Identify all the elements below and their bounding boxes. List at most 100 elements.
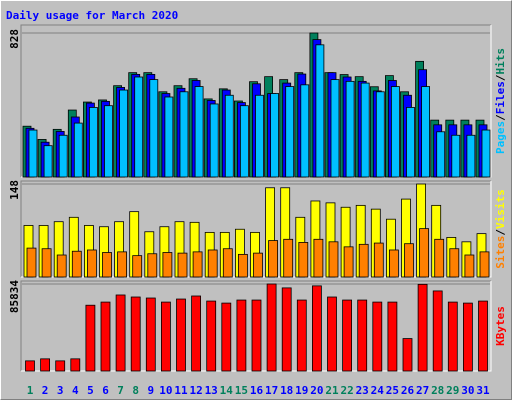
chart-title: Daily usage for March 2020 — [6, 9, 178, 22]
x-tick-label: 18 — [280, 384, 293, 397]
legend-separator: / — [494, 74, 507, 81]
bar — [298, 242, 309, 278]
x-tick-label: 17 — [265, 384, 278, 397]
x-tick-label: 5 — [87, 384, 94, 397]
bar — [419, 228, 430, 278]
bar — [119, 89, 128, 178]
bar — [71, 250, 82, 278]
bar — [285, 86, 295, 178]
bar — [179, 91, 189, 178]
x-tick-label: 10 — [159, 384, 172, 397]
bar — [115, 294, 126, 372]
bar — [464, 254, 475, 278]
bar — [478, 300, 488, 372]
x-tick-label: 24 — [371, 384, 385, 397]
x-tick-label: 20 — [310, 384, 323, 397]
bar — [70, 358, 81, 372]
bar — [134, 76, 144, 178]
bar — [402, 338, 413, 372]
bar — [451, 134, 461, 178]
y-tick-label: 85834 — [8, 280, 21, 313]
bar — [255, 94, 264, 178]
bar — [447, 301, 458, 372]
x-tick-label: 12 — [189, 384, 202, 397]
bar — [327, 296, 337, 372]
bar — [100, 301, 111, 372]
bar — [421, 86, 431, 178]
bar — [481, 129, 491, 178]
x-tick-label: 9 — [147, 384, 154, 397]
bar — [315, 44, 325, 178]
x-tick-label: 16 — [250, 384, 264, 397]
bar — [449, 248, 460, 278]
bar — [436, 131, 446, 178]
bar — [162, 252, 173, 278]
bar — [43, 145, 53, 178]
bar — [164, 96, 174, 178]
x-tick-label: 7 — [117, 384, 124, 397]
bar — [251, 299, 262, 372]
legend-separator: / — [494, 229, 507, 236]
bar — [417, 283, 428, 372]
bar — [41, 248, 52, 278]
bar — [372, 301, 383, 372]
x-tick-label: 26 — [401, 384, 415, 397]
bar — [191, 295, 202, 372]
bar — [236, 299, 247, 372]
bar — [132, 255, 143, 278]
x-tick-label: 11 — [174, 384, 188, 397]
bar — [434, 238, 445, 278]
bar — [117, 251, 127, 278]
bar — [239, 105, 249, 178]
bar — [149, 79, 159, 178]
bar — [104, 105, 113, 178]
bar — [360, 82, 370, 178]
legend-entry: Visits — [494, 189, 507, 229]
bar — [194, 86, 204, 178]
legend-entry: Hits — [494, 48, 507, 75]
bar — [311, 285, 322, 372]
x-tick-label: 29 — [446, 384, 459, 397]
bar — [85, 304, 96, 372]
bar — [221, 302, 232, 372]
bar — [296, 299, 307, 372]
bar — [192, 251, 203, 278]
bar — [145, 297, 156, 372]
bar — [89, 107, 98, 178]
legend-separator: / — [494, 114, 507, 121]
bar — [56, 254, 67, 278]
x-tick-label: 21 — [325, 384, 339, 397]
bar — [176, 298, 186, 372]
bar — [404, 243, 414, 278]
bar — [26, 247, 37, 278]
legend-entry: Sites — [494, 236, 507, 269]
x-tick-label: 19 — [295, 384, 308, 397]
legend: Pages/Files/Hits — [494, 48, 507, 154]
legend: Sites/Visits — [494, 189, 507, 269]
bar — [207, 249, 218, 278]
bar — [281, 287, 292, 372]
panel-border — [20, 280, 491, 371]
x-tick-label: 31 — [476, 384, 490, 397]
bar — [342, 299, 353, 372]
bar — [313, 238, 324, 278]
bar — [270, 93, 280, 178]
bar — [130, 296, 141, 372]
bar — [209, 103, 219, 178]
bar — [387, 301, 398, 372]
bar — [160, 301, 171, 372]
bar — [330, 79, 340, 178]
panel-border — [20, 180, 491, 277]
x-tick-label: 13 — [205, 384, 218, 397]
x-tick-label: 1 — [27, 384, 34, 397]
bar — [102, 252, 112, 278]
x-tick-label: 23 — [356, 384, 369, 397]
bar — [237, 253, 248, 278]
legend-entry: Pages — [494, 121, 507, 154]
bar — [328, 241, 339, 278]
legend: KBytes — [494, 306, 507, 346]
bar — [266, 283, 277, 372]
bar — [28, 129, 38, 178]
bar — [25, 360, 35, 372]
x-tick-label: 8 — [132, 384, 139, 397]
